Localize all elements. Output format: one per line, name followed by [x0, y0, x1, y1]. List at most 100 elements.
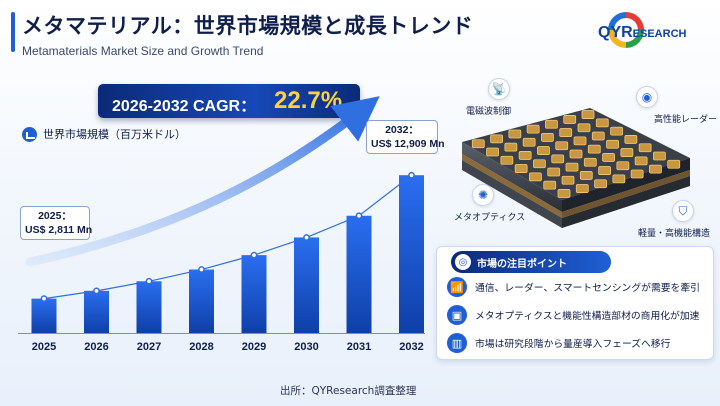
- trend-line: [43, 174, 412, 300]
- shield-icon: ⛉: [672, 200, 694, 222]
- feature-label-radar: 高性能レーダー: [654, 115, 718, 125]
- metamaterial-unit-cell: [612, 174, 626, 184]
- metamaterial-unit-cell: [602, 153, 615, 162]
- metamaterial-unit-cell: [630, 169, 644, 179]
- feature-label-metaoptics: メタオプティクス: [454, 213, 526, 223]
- market-item-text: 通信、レーダー、スマートセンシングが需要を牽引: [475, 283, 700, 294]
- market-item-text: メタオプティクスと機能性構造部材の商用化が加速: [475, 311, 700, 322]
- callout-2032-year: 2032：: [385, 124, 419, 136]
- metamaterial-unit-cell: [504, 142, 518, 152]
- metamaterial-unit-cell: [471, 139, 485, 149]
- factory-icon: ▥: [447, 333, 467, 353]
- bar-2025: [31, 298, 57, 333]
- metamaterial-unit-cell: [555, 141, 569, 151]
- metamaterial-unit-cell: [541, 133, 554, 142]
- market-highlights-header: ◎ 市場の注目ポイント: [451, 251, 611, 273]
- trend-point-2030: [303, 234, 310, 241]
- metamaterial-unit-cell: [522, 137, 536, 147]
- feature-label-wave-control: 電磁波制御: [466, 107, 512, 117]
- metamaterial-unit-cell: [620, 148, 634, 157]
- bar-2031: [346, 215, 372, 333]
- x-tick-label: 2026: [84, 341, 108, 353]
- logo-ring-icon: [608, 12, 644, 48]
- metamaterial-unit-cell: [526, 124, 540, 134]
- metamaterial-unit-cell: [500, 155, 514, 165]
- metamaterial-unit-cell: [577, 123, 591, 133]
- x-tick-label: 2031: [347, 341, 371, 353]
- metamaterial-unit-cell: [529, 172, 542, 182]
- metamaterial-unit-cell: [490, 134, 503, 144]
- metamaterial-unit-cell: [486, 147, 499, 157]
- metamaterial-unit-cell: [563, 115, 577, 124]
- metamaterial-unit-cell: [551, 154, 565, 164]
- trend-point-2025: [40, 295, 48, 302]
- metamaterial-unit-cell: [638, 143, 652, 153]
- metamaterial-unit-cell: [575, 184, 589, 193]
- metamaterial-unit-cell: [533, 159, 546, 169]
- callout-2025-value: US$ 2,811 Mn: [25, 224, 93, 236]
- antenna-icon: 📶: [447, 277, 467, 297]
- x-tick-label: 2032: [399, 341, 423, 353]
- x-tick-label: 2025: [32, 341, 56, 353]
- callout-2025-year: 2025：: [38, 210, 72, 222]
- trend-point-2027: [145, 277, 153, 285]
- metamaterial-unit-cell: [508, 129, 522, 139]
- metamaterial-panel-image: [462, 108, 690, 228]
- metamaterial-unit-cell: [594, 179, 607, 189]
- metamaterial-unit-cell: [595, 118, 609, 128]
- market-highlights-box: ◎ 市場の注目ポイント 📶 通信、レーダー、スマートセンシングが需要を牽引 ▣ …: [436, 246, 714, 360]
- metamaterial-unit-cell: [587, 144, 601, 154]
- source-note: 出所：QYResearch調査整理: [280, 385, 417, 397]
- trend-point-2032: [408, 171, 415, 179]
- metamaterial-unit-cell: [565, 162, 579, 172]
- metamaterial-unit-cell: [616, 161, 630, 171]
- x-tick-label: 2029: [242, 341, 266, 353]
- x-tick-label: 2030: [294, 341, 318, 353]
- market-item: ▣ メタオプティクスと機能性構造部材の商用化が加速: [447, 303, 699, 327]
- metamaterial-unit-cell: [634, 156, 648, 166]
- metamaterial-unit-cell: [610, 126, 623, 136]
- market-size-chart: 2025 2026 2027 2028 2029 2030 2031 2032: [18, 96, 425, 353]
- bar-2028: [189, 269, 214, 333]
- chart-legend-label: 世界市場規模（百万米ドル）: [43, 128, 186, 141]
- metamaterial-unit-cell: [598, 166, 611, 175]
- market-item: ▥ 市場は研究段階から量産導入フェーズへ移行: [447, 331, 670, 355]
- antenna-icon: 📡: [488, 78, 510, 100]
- market-item: 📶 通信、レーダー、スマートセンシングが需要を牽引: [447, 275, 700, 299]
- metamaterial-unit-cell: [667, 159, 681, 169]
- metamaterial-unit-cell: [581, 110, 595, 119]
- trend-point-2031: [355, 212, 363, 220]
- logo-text-small: ESEARCH: [632, 28, 687, 40]
- metamaterial-unit-cell: [537, 146, 550, 155]
- target-icon: ◎: [455, 254, 471, 270]
- chart-legend: 世界市場規模（百万米ドル）: [22, 126, 186, 142]
- logo-text-main: QYR: [598, 24, 633, 41]
- bar-2029: [241, 255, 267, 333]
- metamaterial-unit-cell: [573, 136, 587, 146]
- metamaterial-unit-cell: [514, 164, 528, 173]
- trend-point-2028: [198, 266, 205, 273]
- metamaterial-unit-cell: [518, 151, 532, 160]
- cagr-label: 2026-2032 CAGR：: [112, 98, 257, 115]
- metamaterial-unit-cell: [569, 149, 583, 159]
- metamaterial-unit-cell: [583, 157, 597, 167]
- lens-icon: ✺: [472, 184, 494, 206]
- metamaterial-unit-cell: [591, 131, 605, 141]
- qyresearch-logo: QYRESEARCH: [598, 10, 710, 52]
- metamaterial-unit-cell: [653, 151, 666, 161]
- growth-arrow: [25, 96, 380, 267]
- callout-2025: 2025： US$ 2,811 Mn: [20, 206, 93, 240]
- metamaterial-unit-cell: [543, 180, 557, 190]
- feature-label-structure: 軽量・高機能構造: [638, 229, 711, 239]
- metamaterial-unit-cell: [606, 139, 619, 149]
- metamaterial-unit-cell: [649, 164, 662, 174]
- chart-legend-icon: [22, 126, 37, 142]
- x-tick-label: 2028: [189, 341, 213, 353]
- callout-2032: 2032： US$ 12,909 Mn: [366, 120, 445, 154]
- bar-2030: [294, 237, 319, 333]
- cagr-banner: 2026-2032 CAGR： 22.7%: [98, 84, 360, 118]
- metamaterial-panel-illustration: 📡 電磁波制御 ◉ 高性能レーダー ✺ メタオプティクス ⛉ 軽量・高機能構造: [440, 72, 720, 242]
- metamaterial-unit-cell: [545, 119, 558, 129]
- page-subtitle: Metamaterials Market Size and Growth Tre…: [22, 44, 264, 58]
- bar-2026: [84, 290, 109, 333]
